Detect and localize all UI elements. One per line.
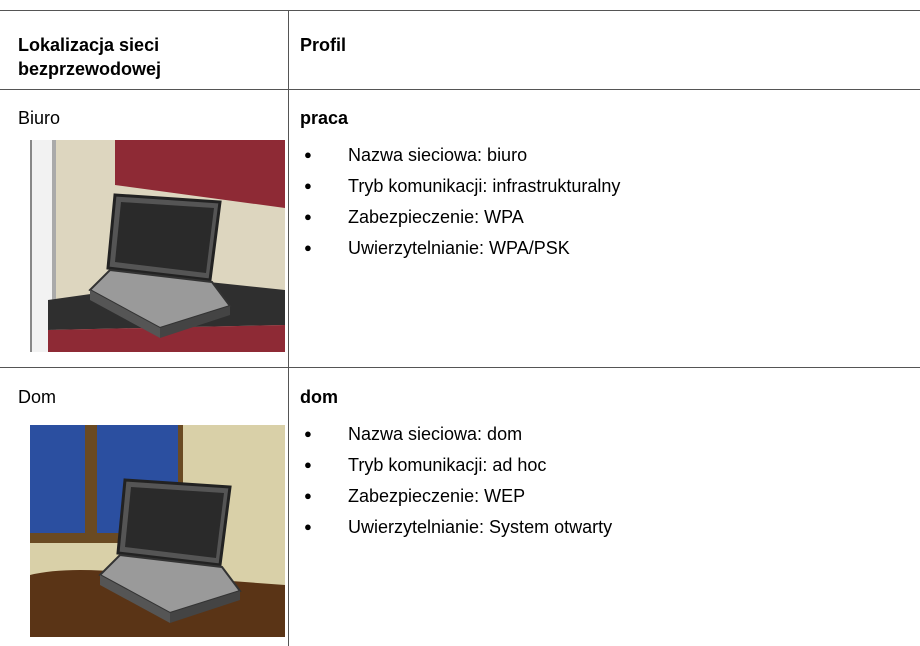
list-item: Uwierzytelnianie: System otwarty [300, 515, 612, 546]
home-illustration [30, 425, 285, 637]
profile-list: Nazwa sieciowa: biuroTryb komunikacji: i… [300, 143, 620, 267]
rule [0, 367, 920, 368]
header-cell: Profil [300, 35, 347, 55]
list-item: Tryb komunikacji: ad hoc [300, 453, 612, 484]
list-item: Zabezpieczenie: WPA [300, 205, 620, 236]
header-cell: Lokalizacja sieci bezprzewodowej [18, 35, 162, 79]
list-item: Nazwa sieciowa: dom [300, 422, 612, 453]
location: Dom [18, 387, 57, 407]
rule [0, 89, 920, 90]
list-item: Tryb komunikacji: infrastrukturalny [300, 174, 620, 205]
list-item: Nazwa sieciowa: biuro [300, 143, 620, 174]
rule [0, 10, 920, 11]
list-item: Uwierzytelnianie: WPA/PSK [300, 236, 620, 267]
profile: praca [300, 108, 349, 128]
profile-list: Nazwa sieciowa: domTryb komunikacji: ad … [300, 422, 612, 546]
profile: dom [300, 387, 338, 407]
location: Biuro [18, 108, 61, 128]
rule [288, 10, 289, 646]
office-illustration [30, 140, 285, 352]
list-item: Zabezpieczenie: WEP [300, 484, 612, 515]
